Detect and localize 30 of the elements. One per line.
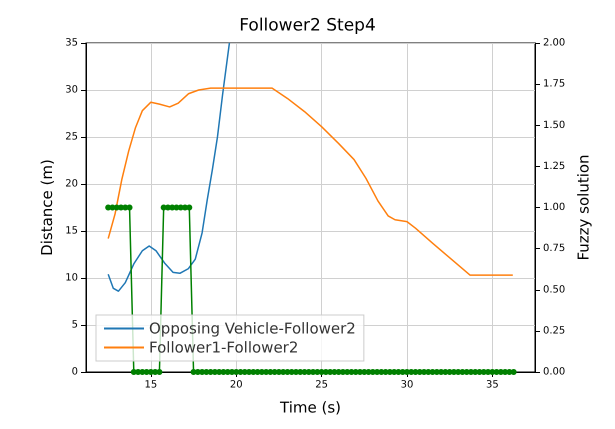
x-tick-label: 35 (486, 380, 499, 390)
y2-tick-label: 2.00 (543, 38, 566, 48)
x-tick-label: 30 (400, 380, 414, 390)
y2-tick-label: 1.75 (543, 78, 566, 90)
y-tick-label: 0 (72, 366, 78, 378)
y-tick-label: 35 (65, 38, 78, 48)
x-tick-label: 15 (144, 380, 158, 390)
y-tick-label: 10 (65, 272, 78, 284)
legend-label: Opposing Vehicle-Follower2 (149, 320, 356, 338)
y2-tick-label: 1.50 (543, 120, 566, 131)
x-tick-label: 25 (315, 380, 328, 390)
y2-axis-title: Fuzzy solution (574, 154, 593, 261)
y-axis-title: Distance (m) (38, 159, 56, 256)
y2-tick-label: 0.75 (543, 243, 566, 254)
y-tick-label: 5 (72, 320, 78, 330)
y2-tick-label: 0.00 (543, 366, 566, 378)
x-tick-label: 20 (230, 380, 243, 390)
legend-label: Follower1-Follower2 (149, 338, 298, 356)
line-series (107, 42, 230, 292)
y-tick-label: 15 (65, 226, 78, 236)
x-axis-title: Time (s) (279, 398, 341, 416)
y-tick-label: 25 (65, 132, 78, 142)
y2-tick-label: 0.50 (543, 284, 566, 296)
y-tick-label: 30 (65, 84, 78, 96)
chart-title: Follower2 Step4 (239, 16, 376, 36)
y2-tick-label: 1.25 (543, 160, 566, 172)
y2-tick-label: 1.00 (543, 202, 566, 213)
y-tick-label: 20 (65, 178, 78, 190)
line-series (107, 87, 514, 276)
y2-tick-label: 0.25 (543, 325, 566, 336)
